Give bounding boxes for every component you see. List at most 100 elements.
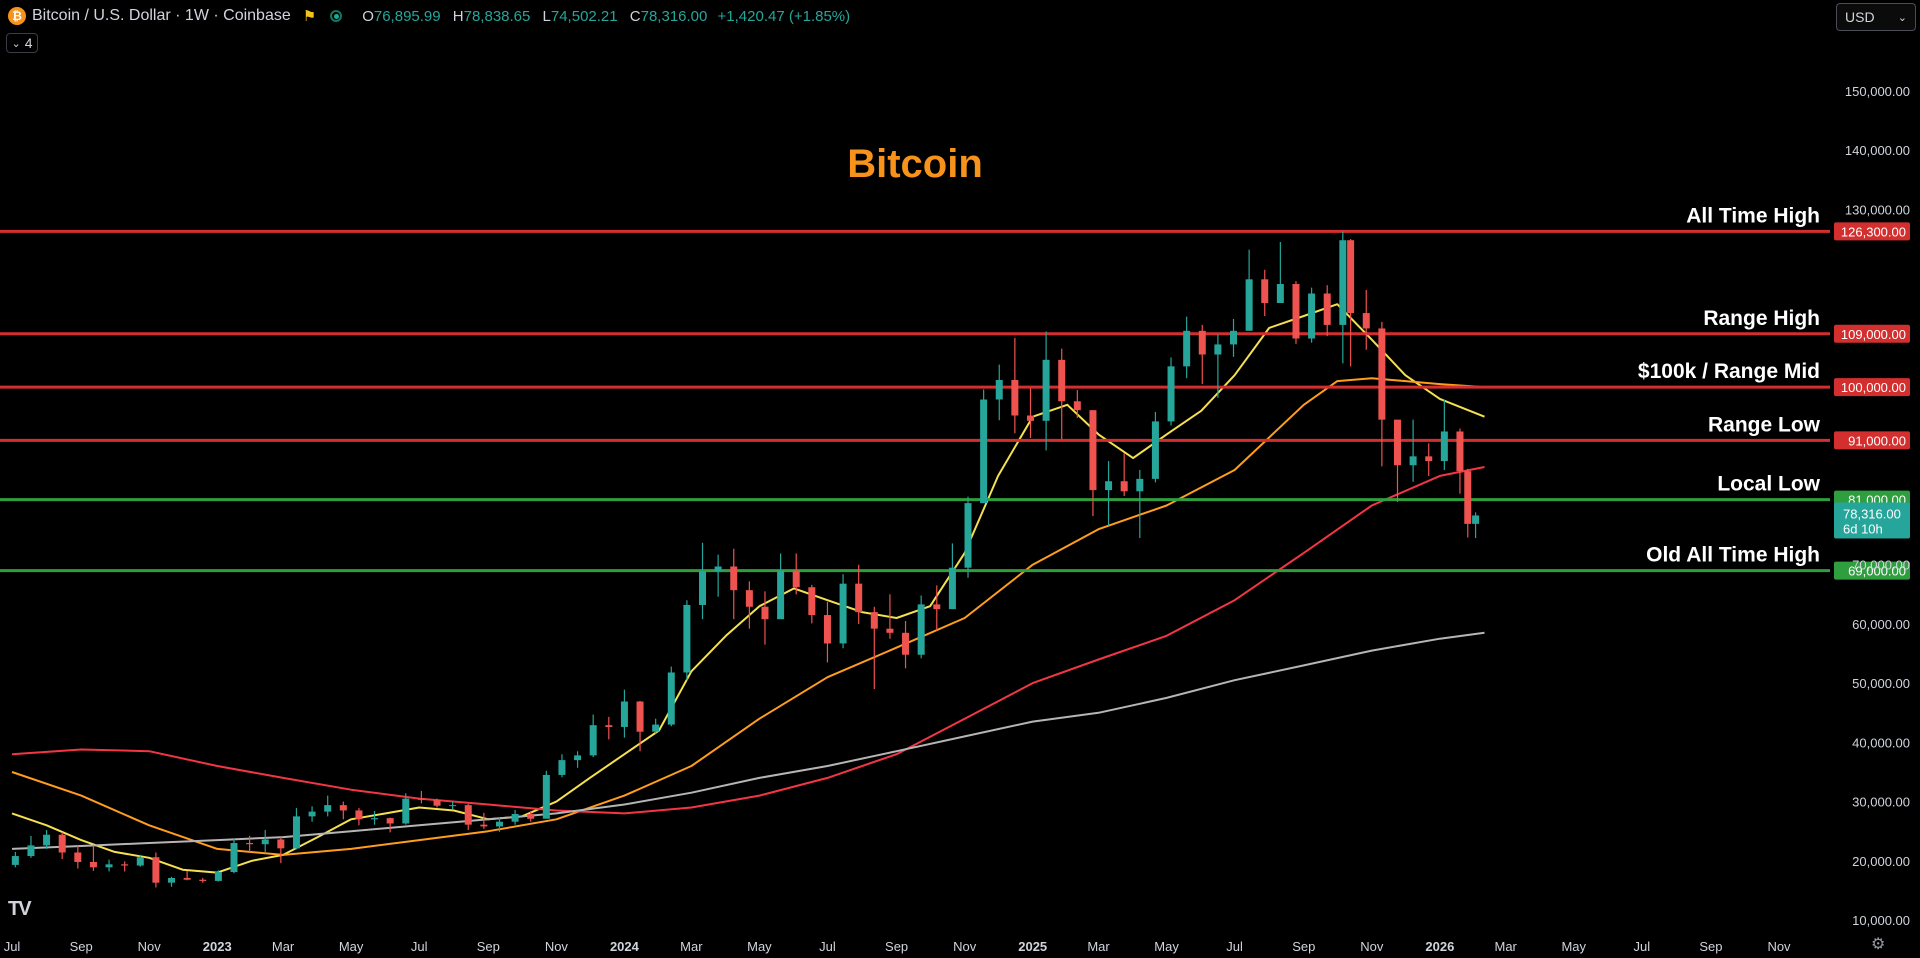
- candle[interactable]: [495, 816, 503, 832]
- candle[interactable]: [308, 806, 316, 822]
- candle[interactable]: [1073, 390, 1081, 418]
- candle[interactable]: [605, 716, 613, 740]
- candle[interactable]: [27, 835, 35, 858]
- candle[interactable]: [1198, 324, 1206, 385]
- candle[interactable]: [636, 700, 644, 752]
- tradingview-logo-icon[interactable]: TV: [8, 898, 32, 920]
- gear-icon[interactable]: ⚙: [1871, 936, 1886, 953]
- candle[interactable]: [902, 620, 910, 669]
- candle[interactable]: [558, 754, 566, 778]
- candle[interactable]: [11, 851, 19, 868]
- candle[interactable]: [74, 845, 82, 869]
- candle[interactable]: [886, 594, 894, 639]
- candle[interactable]: [105, 859, 113, 872]
- candle[interactable]: [1136, 469, 1144, 539]
- candle[interactable]: [1472, 512, 1480, 539]
- candle[interactable]: [1456, 428, 1464, 494]
- candle[interactable]: [589, 714, 597, 758]
- candle[interactable]: [449, 800, 457, 810]
- candle[interactable]: [1245, 249, 1253, 331]
- candle[interactable]: [1464, 468, 1472, 538]
- candle[interactable]: [777, 553, 785, 620]
- candle[interactable]: [1042, 331, 1050, 451]
- candle[interactable]: [355, 808, 363, 826]
- candle[interactable]: [292, 808, 300, 850]
- candle[interactable]: [168, 876, 176, 887]
- candle[interactable]: [1261, 269, 1269, 317]
- candle[interactable]: [667, 666, 675, 727]
- candle[interactable]: [1011, 337, 1019, 434]
- candle[interactable]: [1183, 316, 1191, 379]
- candle[interactable]: [1230, 318, 1238, 357]
- candle[interactable]: [745, 581, 753, 629]
- candle[interactable]: [1276, 241, 1284, 303]
- candle[interactable]: [121, 861, 129, 872]
- candle[interactable]: [839, 574, 847, 649]
- candle[interactable]: [402, 793, 410, 825]
- candle[interactable]: [339, 801, 347, 820]
- candle[interactable]: [1440, 399, 1448, 470]
- candle[interactable]: [933, 585, 941, 631]
- candle[interactable]: [183, 870, 191, 881]
- candle[interactable]: [1105, 461, 1113, 526]
- candle[interactable]: [1026, 388, 1034, 438]
- candle[interactable]: [1393, 419, 1401, 502]
- candle[interactable]: [199, 877, 207, 883]
- candle[interactable]: [1362, 289, 1370, 350]
- candle[interactable]: [1120, 453, 1128, 497]
- candle[interactable]: [699, 542, 707, 620]
- bitcoin-icon[interactable]: ₿: [8, 7, 26, 25]
- candle[interactable]: [870, 606, 878, 690]
- candle[interactable]: [1425, 443, 1433, 476]
- candle[interactable]: [464, 803, 472, 830]
- candle[interactable]: [261, 829, 269, 852]
- candle[interactable]: [433, 798, 441, 808]
- candle[interactable]: [1378, 321, 1386, 467]
- candle[interactable]: [1151, 411, 1159, 483]
- candle[interactable]: [1308, 287, 1316, 343]
- candles[interactable]: [11, 231, 1480, 888]
- candle[interactable]: [58, 832, 66, 860]
- candle[interactable]: [620, 689, 628, 738]
- candle[interactable]: [1089, 410, 1097, 517]
- candle[interactable]: [855, 564, 863, 624]
- candle[interactable]: [1347, 239, 1355, 367]
- candle[interactable]: [1323, 285, 1331, 337]
- candle[interactable]: [542, 770, 550, 819]
- candle[interactable]: [214, 870, 222, 882]
- candle[interactable]: [43, 829, 51, 849]
- candle[interactable]: [371, 811, 379, 825]
- symbol-title[interactable]: Bitcoin / U.S. Dollar · 1W · Coinbase: [32, 7, 291, 24]
- candle[interactable]: [89, 845, 97, 871]
- candle[interactable]: [823, 602, 831, 663]
- candle[interactable]: [714, 554, 722, 597]
- candle[interactable]: [1214, 334, 1222, 398]
- candle[interactable]: [246, 835, 254, 852]
- candle[interactable]: [527, 811, 535, 822]
- candle[interactable]: [964, 496, 972, 578]
- candle[interactable]: [386, 817, 394, 833]
- candle[interactable]: [1409, 419, 1417, 482]
- candle[interactable]: [980, 389, 988, 504]
- candle[interactable]: [324, 795, 332, 817]
- candle[interactable]: [652, 718, 660, 734]
- candle[interactable]: [995, 364, 1003, 421]
- candle[interactable]: [1339, 231, 1347, 364]
- candle[interactable]: [792, 553, 800, 595]
- candle[interactable]: [730, 548, 738, 620]
- candle[interactable]: [683, 600, 691, 681]
- indicators-toggle-button[interactable]: ⌄ 4: [6, 33, 38, 53]
- candle[interactable]: [230, 838, 238, 874]
- horizontal-levels[interactable]: All Time High 126,300.00 Range High 109,000…: [0, 204, 1910, 580]
- candle[interactable]: [136, 854, 144, 867]
- candle[interactable]: [417, 790, 425, 804]
- candle[interactable]: [1167, 357, 1175, 426]
- candle[interactable]: [480, 812, 488, 829]
- candle[interactable]: [1292, 281, 1300, 344]
- flag-icon[interactable]: ⚑: [302, 8, 317, 25]
- candle[interactable]: [152, 852, 160, 888]
- currency-select[interactable]: USD ⌄: [1836, 3, 1916, 31]
- candle[interactable]: [277, 837, 285, 864]
- candle[interactable]: [808, 584, 816, 624]
- candle[interactable]: [917, 595, 925, 659]
